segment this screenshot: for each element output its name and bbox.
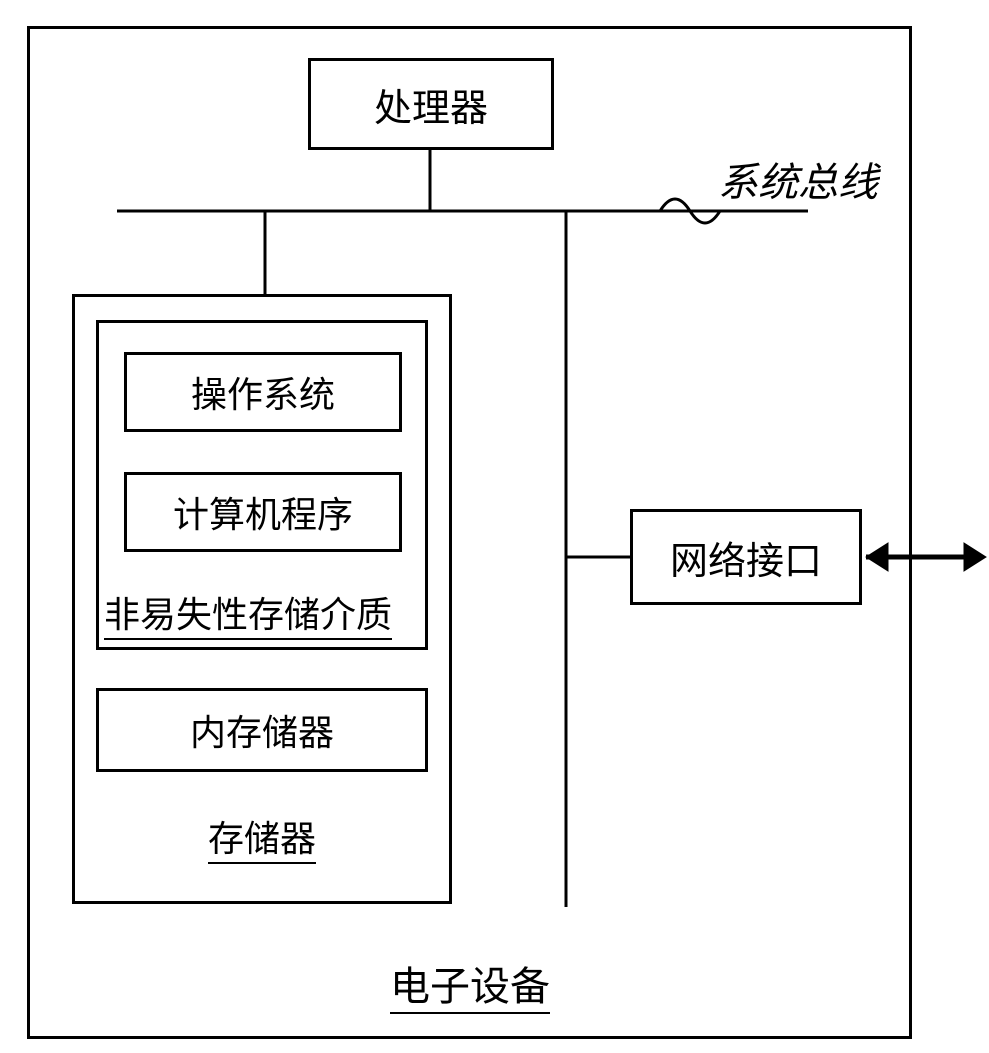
processor-box: 处理器	[308, 58, 554, 150]
nvm-label: 非易失性存储介质	[104, 586, 392, 638]
device-label: 电子设备	[390, 954, 550, 1012]
os-label: 操作系统	[191, 366, 335, 418]
os-box: 操作系统	[124, 352, 402, 432]
program-box: 计算机程序	[124, 472, 402, 552]
memory-label: 存储器	[208, 810, 316, 862]
internal-memory-label: 内存储器	[190, 704, 334, 756]
diagram-stage: 处理器 操作系统 计算机程序 内存储器 网络接口 系统总线 非易失性存储介质 存…	[0, 0, 989, 1053]
system-bus-label: 系统总线	[718, 150, 878, 208]
network-interface-box: 网络接口	[630, 509, 862, 605]
internal-memory-box: 内存储器	[96, 688, 428, 772]
network-interface-label: 网络接口	[670, 530, 822, 585]
processor-label: 处理器	[374, 77, 488, 132]
program-label: 计算机程序	[173, 486, 353, 538]
